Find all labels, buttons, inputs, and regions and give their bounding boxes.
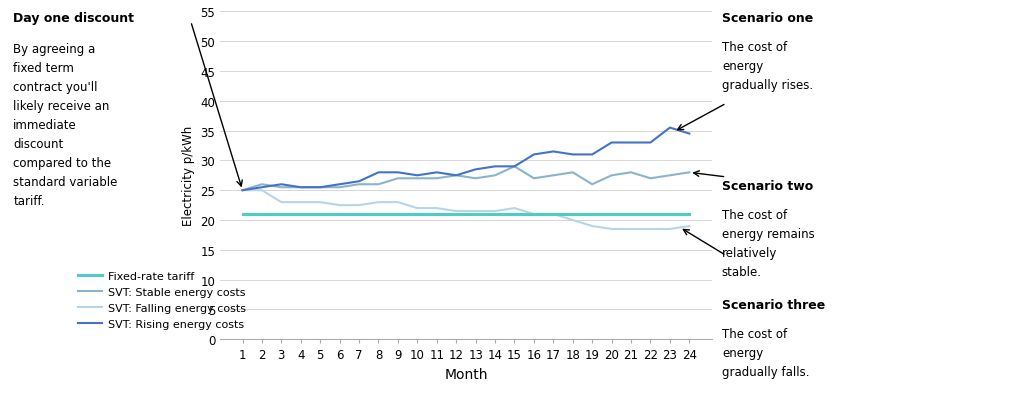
X-axis label: Month: Month [444,367,487,381]
Text: Day one discount: Day one discount [13,12,134,25]
Text: The cost of
energy
gradually falls.: The cost of energy gradually falls. [722,327,809,378]
Text: By agreeing a
fixed term
contract you'll
likely receive an
immediate
discount
co: By agreeing a fixed term contract you'll… [13,43,118,207]
Y-axis label: Electricity p/kWh: Electricity p/kWh [182,126,195,226]
Text: Scenario one: Scenario one [722,12,813,25]
Text: The cost of
energy
gradually rises.: The cost of energy gradually rises. [722,41,813,92]
Legend: Fixed-rate tariff, SVT: Stable energy costs, SVT: Falling energy costs, SVT: Ris: Fixed-rate tariff, SVT: Stable energy co… [74,267,250,334]
Text: Scenario two: Scenario two [722,180,813,193]
Text: Scenario three: Scenario three [722,299,825,312]
Text: The cost of
energy remains
relatively
stable.: The cost of energy remains relatively st… [722,209,815,279]
